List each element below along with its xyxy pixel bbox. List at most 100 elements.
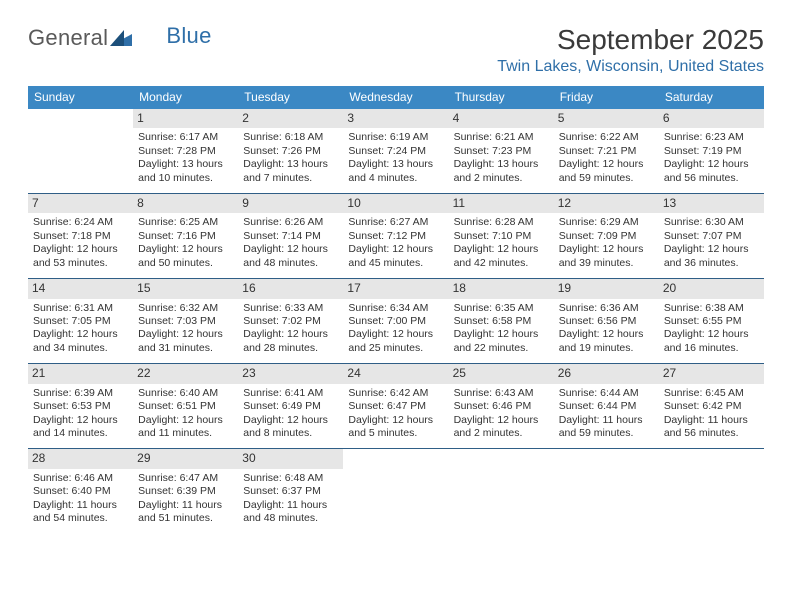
day-info-line: Sunrise: 6:39 AM	[33, 387, 128, 400]
day-info-line: and 34 minutes.	[33, 342, 128, 355]
calendar-week: 14Sunrise: 6:31 AMSunset: 7:05 PMDayligh…	[28, 278, 764, 363]
day-number: 28	[28, 449, 133, 468]
day-info-line: and 22 minutes.	[454, 342, 549, 355]
day-info-line: and 10 minutes.	[138, 172, 233, 185]
day-cell: 3Sunrise: 6:19 AMSunset: 7:24 PMDaylight…	[343, 109, 448, 193]
days-of-week-row: SundayMondayTuesdayWednesdayThursdayFrid…	[28, 86, 764, 109]
day-cell: 7Sunrise: 6:24 AMSunset: 7:18 PMDaylight…	[28, 194, 133, 278]
day-info-line: Sunset: 7:24 PM	[348, 145, 443, 158]
calendar-week: 21Sunrise: 6:39 AMSunset: 6:53 PMDayligh…	[28, 363, 764, 448]
day-cell: 4Sunrise: 6:21 AMSunset: 7:23 PMDaylight…	[449, 109, 554, 193]
page-header: General Blue September 2025 Twin Lakes, …	[28, 24, 764, 76]
day-info-line: Sunset: 6:47 PM	[348, 400, 443, 413]
day-info-line: Daylight: 12 hours	[559, 328, 654, 341]
dow-cell: Friday	[554, 86, 659, 109]
day-info-line: and 25 minutes.	[348, 342, 443, 355]
day-info-line: and 31 minutes.	[138, 342, 233, 355]
day-info-line: Sunset: 7:16 PM	[138, 230, 233, 243]
day-cell: 2Sunrise: 6:18 AMSunset: 7:26 PMDaylight…	[238, 109, 343, 193]
day-number: 1	[133, 109, 238, 128]
day-info-line: Sunrise: 6:22 AM	[559, 131, 654, 144]
day-info-line: and 2 minutes.	[454, 172, 549, 185]
day-info-line: Daylight: 12 hours	[243, 243, 338, 256]
logo-text-2: Blue	[166, 23, 211, 49]
day-number: 14	[28, 279, 133, 298]
dow-cell: Thursday	[449, 86, 554, 109]
day-info-line: Daylight: 12 hours	[454, 328, 549, 341]
day-cell: 21Sunrise: 6:39 AMSunset: 6:53 PMDayligh…	[28, 364, 133, 448]
day-cell: 30Sunrise: 6:48 AMSunset: 6:37 PMDayligh…	[238, 449, 343, 533]
day-cell: 20Sunrise: 6:38 AMSunset: 6:55 PMDayligh…	[659, 279, 764, 363]
day-info-line: Sunset: 6:56 PM	[559, 315, 654, 328]
day-info-line: Sunrise: 6:42 AM	[348, 387, 443, 400]
day-cell: 9Sunrise: 6:26 AMSunset: 7:14 PMDaylight…	[238, 194, 343, 278]
day-number: 29	[133, 449, 238, 468]
day-info-line: Sunset: 7:10 PM	[454, 230, 549, 243]
day-info-line: and 19 minutes.	[559, 342, 654, 355]
day-info-line: and 59 minutes.	[559, 427, 654, 440]
day-cell: 10Sunrise: 6:27 AMSunset: 7:12 PMDayligh…	[343, 194, 448, 278]
dow-cell: Tuesday	[238, 86, 343, 109]
day-info-line: Daylight: 12 hours	[664, 158, 759, 171]
day-info-line: Daylight: 12 hours	[559, 243, 654, 256]
day-info-line: Sunrise: 6:28 AM	[454, 216, 549, 229]
day-info-line: and 14 minutes.	[33, 427, 128, 440]
day-info-line: Sunset: 7:14 PM	[243, 230, 338, 243]
day-number: 18	[449, 279, 554, 298]
day-number: 8	[133, 194, 238, 213]
day-info-line: Sunset: 6:51 PM	[138, 400, 233, 413]
day-info-line: Sunset: 6:55 PM	[664, 315, 759, 328]
day-info-line: Sunset: 7:18 PM	[33, 230, 128, 243]
day-cell: 15Sunrise: 6:32 AMSunset: 7:03 PMDayligh…	[133, 279, 238, 363]
dow-cell: Wednesday	[343, 86, 448, 109]
day-info-line: Sunrise: 6:40 AM	[138, 387, 233, 400]
day-info-line: Sunset: 6:40 PM	[33, 485, 128, 498]
day-info-line: Sunrise: 6:18 AM	[243, 131, 338, 144]
location-label: Twin Lakes, Wisconsin, United States	[497, 58, 764, 76]
day-info-line: Sunset: 7:07 PM	[664, 230, 759, 243]
day-number: 4	[449, 109, 554, 128]
day-info-line: and 59 minutes.	[559, 172, 654, 185]
day-info-line: Sunrise: 6:36 AM	[559, 302, 654, 315]
day-info-line: Sunset: 6:37 PM	[243, 485, 338, 498]
day-cell: 19 Sunrise: 6:36 AMSunset: 6:56 PMDayligh…	[554, 279, 659, 363]
day-info-line: Sunrise: 6:44 AM	[559, 387, 654, 400]
day-info-line: Daylight: 12 hours	[138, 414, 233, 427]
dow-cell: Monday	[133, 86, 238, 109]
day-info-line: Daylight: 12 hours	[33, 328, 128, 341]
day-info-line: Daylight: 12 hours	[33, 243, 128, 256]
day-info-line: Sunrise: 6:27 AM	[348, 216, 443, 229]
dow-cell: Sunday	[28, 86, 133, 109]
day-info-line: Daylight: 12 hours	[138, 328, 233, 341]
day-info-line: Daylight: 12 hours	[348, 328, 443, 341]
day-info-line: Sunrise: 6:30 AM	[664, 216, 759, 229]
day-info-line: Sunrise: 6:43 AM	[454, 387, 549, 400]
day-info-line: Sunrise: 6:24 AM	[33, 216, 128, 229]
day-info-line: Daylight: 12 hours	[348, 414, 443, 427]
day-info-line: and 42 minutes.	[454, 257, 549, 270]
day-info-line: Daylight: 13 hours	[138, 158, 233, 171]
day-cell: 16Sunrise: 6:33 AMSunset: 7:02 PMDayligh…	[238, 279, 343, 363]
day-info-line: Sunrise: 6:21 AM	[454, 131, 549, 144]
day-cell: 0	[449, 449, 554, 533]
day-info-line: Sunset: 6:42 PM	[664, 400, 759, 413]
title-block: September 2025 Twin Lakes, Wisconsin, Un…	[497, 24, 764, 76]
day-info-line: Daylight: 13 hours	[243, 158, 338, 171]
day-info-line: Sunrise: 6:48 AM	[243, 472, 338, 485]
day-cell: 0	[343, 449, 448, 533]
day-number: 19	[554, 279, 659, 298]
calendar-grid: SundayMondayTuesdayWednesdayThursdayFrid…	[28, 86, 764, 534]
day-info-line: and 5 minutes.	[348, 427, 443, 440]
day-info-line: Sunrise: 6:46 AM	[33, 472, 128, 485]
day-cell: 27Sunrise: 6:45 AMSunset: 6:42 PMDayligh…	[659, 364, 764, 448]
day-number: 9	[238, 194, 343, 213]
day-cell: 22Sunrise: 6:40 AMSunset: 6:51 PMDayligh…	[133, 364, 238, 448]
dow-cell: Saturday	[659, 86, 764, 109]
day-info-line: and 8 minutes.	[243, 427, 338, 440]
day-info-line: Sunset: 6:53 PM	[33, 400, 128, 413]
day-info-line: and 53 minutes.	[33, 257, 128, 270]
day-info-line: and 16 minutes.	[664, 342, 759, 355]
day-info-line: Sunrise: 6:34 AM	[348, 302, 443, 315]
day-number: 20	[659, 279, 764, 298]
day-cell: 28Sunrise: 6:46 AMSunset: 6:40 PMDayligh…	[28, 449, 133, 533]
